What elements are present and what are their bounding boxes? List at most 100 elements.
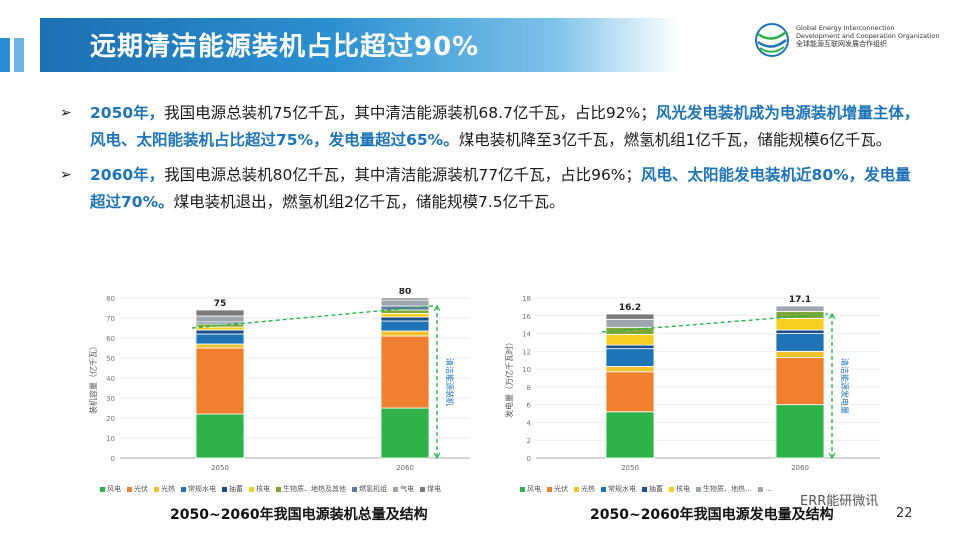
legend-swatch — [154, 486, 159, 492]
legend-swatch — [276, 486, 281, 492]
bullet-text: 我国电源总装机80亿千瓦，其中清洁能源装机77亿千瓦，占比96%； — [164, 166, 642, 184]
x-tick-label: 2060 — [396, 464, 414, 472]
arrow-down-icon — [433, 452, 441, 460]
bullet-year: 2060年， — [90, 166, 165, 184]
legend-swatch — [222, 486, 227, 492]
bar-total-label: 16.2 — [619, 303, 641, 313]
legend-label: 光伏 — [554, 485, 568, 493]
legend-item: 常规水电 — [601, 484, 636, 494]
y-tick-label: 70 — [106, 315, 115, 323]
legend-swatch — [547, 486, 552, 492]
legend-label: 煤电 — [427, 485, 441, 493]
bullet-year: 2050年， — [90, 104, 165, 122]
bar-segment-常规水电 — [605, 348, 655, 367]
bar-segment-核电 — [605, 334, 655, 346]
clean-energy-trend-line — [601, 313, 829, 333]
legend-swatch — [758, 486, 763, 492]
bar-segment-光伏 — [380, 335, 430, 409]
bar-segment-核电 — [380, 312, 430, 318]
bar-segment-光热 — [605, 366, 655, 373]
x-tick-label: 2060 — [791, 464, 809, 472]
bar-segment-煤电 — [380, 297, 430, 301]
legend-item: 光热 — [154, 484, 175, 494]
org-name-line: 全球能源互联网发展合作组织 — [796, 40, 887, 48]
y-tick-label: 0 — [527, 455, 531, 463]
y-tick-label: 10 — [522, 366, 531, 374]
bar-total-label: 80 — [399, 288, 412, 297]
y-tick-label: 60 — [106, 335, 115, 343]
globe-logo-icon — [755, 23, 789, 57]
bar-segment-煤电 — [195, 309, 245, 317]
bar-total-label: 75 — [214, 299, 227, 309]
legend-swatch — [181, 486, 186, 492]
bar-segment-风电 — [605, 411, 655, 459]
legend-swatch — [601, 486, 606, 492]
y-tick-label: 6 — [527, 402, 532, 410]
bar-segment-生物质、地热及其他 — [775, 310, 825, 319]
bullet-text: 煤电装机降至3亿千瓦，燃氢机组1亿千瓦，储能规模6亿千瓦。 — [458, 131, 892, 149]
header-accent-stripe — [14, 38, 24, 72]
legend-item: 核电 — [669, 484, 690, 494]
legend-swatch — [100, 486, 105, 492]
bullet-text: 煤电装机退出，燃氢机组2亿千瓦，储能规模7.5亿千瓦。 — [173, 193, 565, 211]
legend-swatch — [249, 486, 254, 492]
bar-segment-光伏 — [775, 357, 825, 406]
legend-label: 光热 — [581, 485, 595, 493]
legend-item: 核电 — [249, 484, 270, 494]
bullet-2060: ➢ 2060年，我国电源总装机80亿千瓦，其中清洁能源装机77亿千瓦，占比96%… — [60, 162, 920, 216]
legend-item: 抽蓄 — [642, 484, 663, 494]
legend-label: 风电 — [107, 485, 121, 493]
bar-segment-煤电 — [605, 313, 655, 320]
legend-label: 光热 — [161, 485, 175, 493]
legend-label: 常规水电 — [608, 485, 636, 493]
legend-label: 生物质、地热… — [703, 485, 752, 493]
bar-segment-气电 — [605, 318, 655, 328]
legend-label: 气电 — [400, 485, 414, 493]
bar-segment-气电 — [380, 299, 430, 307]
bar-segment-抽蓄 — [605, 344, 655, 350]
bar-segment-光伏 — [605, 371, 655, 413]
legend-item: 光伏 — [547, 484, 568, 494]
legend-label: 生物质、地热及其他 — [283, 485, 346, 493]
arrow-down-icon — [828, 452, 836, 460]
org-name-line: Global Energy Interconnection — [796, 24, 895, 32]
y-tick-label: 50 — [106, 355, 115, 363]
bar-segment-气电 — [775, 305, 825, 312]
bullet-arrow-icon: ➢ — [60, 167, 72, 183]
y-tick-label: 30 — [106, 395, 115, 403]
page-number: 22 — [896, 506, 913, 521]
bullet-arrow-icon: ➢ — [60, 105, 72, 121]
bullet-list: ➢ 2050年，我国电源总装机75亿千瓦，其中清洁能源装机68.7亿千瓦，占比9… — [60, 100, 920, 224]
legend-item: 气电 — [393, 484, 414, 494]
legend-swatch — [696, 486, 701, 492]
clean-energy-annotation: 清洁能源装机 — [445, 358, 455, 406]
legend-item: 风电 — [100, 484, 121, 494]
capacity-chart: 装机容量（亿千瓦） 0 10 20 30 40 50 60 70 80 75 2050 80 2060 清洁… — [88, 288, 470, 472]
bullet-highlight: 风光发电装机成为电源装机增量主体，风电、太阳能装机占比超过75%，发电量超过65… — [90, 104, 920, 149]
arrow-up-icon — [433, 304, 441, 312]
legend-swatch — [669, 486, 674, 492]
legend-label: 核电 — [256, 485, 270, 493]
org-name-line: Development and Cooperation Organization — [796, 32, 940, 40]
y-tick-label: 12 — [522, 348, 531, 356]
header-accent-stripe — [0, 38, 10, 72]
generation-chart-caption: 2050~2060年我国电源发电量及结构 — [590, 507, 834, 523]
bar-segment-核电 — [195, 326, 245, 331]
clean-energy-trend-line — [191, 305, 434, 329]
legend-item: 常规水电 — [181, 484, 216, 494]
legend-label: 抽蓄 — [229, 485, 243, 493]
x-tick-label: 2050 — [211, 464, 229, 472]
legend-item: 抽蓄 — [222, 484, 243, 494]
legend-label: 抽蓄 — [649, 485, 663, 493]
bar-segment-抽蓄 — [380, 316, 430, 322]
legend-swatch — [520, 486, 525, 492]
legend-item: 光热 — [574, 484, 595, 494]
y-tick-label: 14 — [522, 331, 531, 339]
legend-item: 生物质、地热… — [696, 484, 752, 494]
legend-item: 煤电 — [420, 484, 441, 494]
y-tick-label: 16 — [522, 313, 531, 321]
bar-segment-常规水电 — [775, 333, 825, 352]
legend-item: 生物质、地热及其他 — [276, 484, 346, 494]
bar-segment-核电 — [775, 318, 825, 331]
y-tick-label: 4 — [527, 419, 532, 427]
